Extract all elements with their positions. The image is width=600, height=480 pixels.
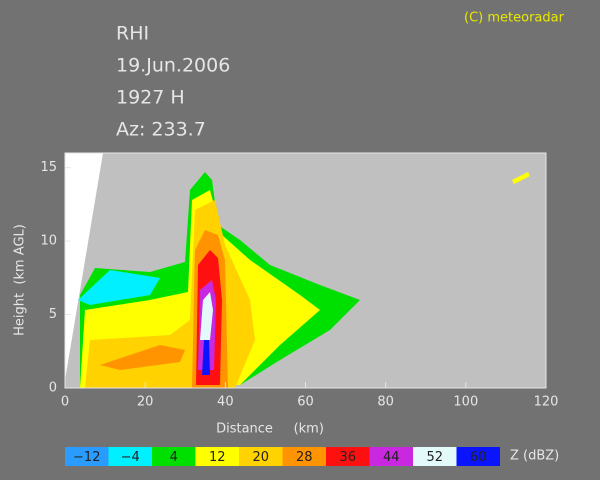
colorbar-box: [152, 447, 196, 466]
y-tick-label: 0: [49, 381, 57, 396]
colorbar-box: [456, 447, 500, 466]
x-tick-label: 20: [137, 395, 154, 410]
colorbar-level: −12: [73, 450, 100, 465]
colorbar-level: 12: [209, 450, 226, 465]
colorbar-box: [326, 447, 370, 466]
colorbar-label: Z (dBZ): [510, 449, 559, 464]
y-tick-label: 10: [40, 234, 57, 249]
time: 1927 H: [116, 87, 185, 109]
colorbar-level: 28: [296, 450, 313, 465]
x-tick-label: 60: [297, 395, 314, 410]
colorbar-level: 52: [426, 450, 443, 465]
colorbar-box: [65, 447, 109, 466]
colorbar-level: 20: [252, 450, 269, 465]
colorbar-level: −4: [121, 450, 140, 465]
colorbar-level: 44: [383, 450, 400, 465]
colorbar-box: [108, 447, 152, 466]
colorbar-box: [369, 447, 413, 466]
x-tick-label: 100: [453, 395, 478, 410]
colorbar-box: [239, 447, 283, 466]
echo: [78, 172, 530, 388]
colorbar-level: 4: [170, 450, 178, 465]
blocked-sector: [65, 153, 103, 380]
x-tick-label: 40: [217, 395, 234, 410]
title: RHI: [116, 23, 149, 45]
x-tick-label: 80: [377, 395, 394, 410]
copyright: (C) meteoradar: [464, 11, 565, 26]
colorbar-level: 36: [339, 450, 356, 465]
x-tick-label: 0: [61, 395, 69, 410]
x-axis-label: Distance (km): [216, 422, 324, 437]
azimuth: Az: 233.7: [116, 119, 206, 141]
colorbar-box: [282, 447, 326, 466]
date: 19.Jun.2006: [116, 55, 230, 77]
colorbar-box: [195, 447, 239, 466]
colorbar-box: [413, 447, 457, 466]
x-tick-label: 120: [534, 395, 559, 410]
y-tick-label: 15: [40, 160, 57, 175]
y-axis-label: Height (km AGL): [13, 224, 28, 336]
colorbar-level: 60: [470, 450, 487, 465]
y-tick-label: 5: [49, 307, 57, 322]
